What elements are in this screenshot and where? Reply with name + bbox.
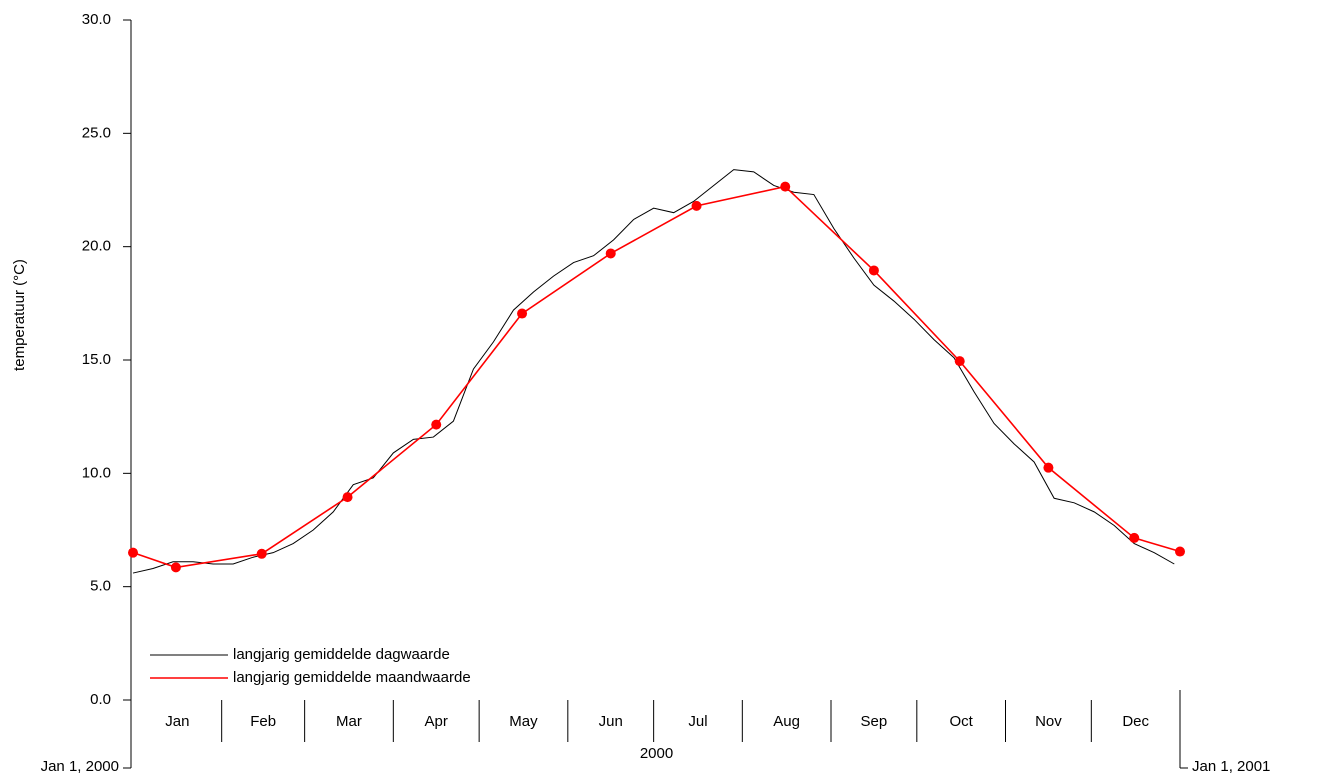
- data-point: [1043, 462, 1054, 473]
- data-point: [342, 492, 353, 503]
- month-label: Mar: [336, 713, 362, 730]
- y-tick-label: 15.0: [82, 351, 111, 368]
- month-label: Oct: [949, 713, 973, 730]
- data-point: [1129, 532, 1140, 543]
- data-point: [431, 419, 442, 430]
- month-label: May: [509, 713, 538, 730]
- year-label: 2000: [640, 745, 673, 762]
- data-point: [517, 308, 528, 319]
- y-tick-label: 20.0: [82, 238, 111, 255]
- month-label: Aug: [773, 713, 800, 730]
- month-label: Feb: [250, 713, 276, 730]
- month-label: Jun: [599, 713, 623, 730]
- month-label: Sep: [861, 713, 888, 730]
- series-line: [132, 169, 1175, 574]
- legend-label: langjarig gemiddelde maandwaarde: [233, 669, 471, 686]
- data-point: [954, 356, 965, 367]
- y-tick-label: 25.0: [82, 124, 111, 141]
- month-label: Jul: [688, 713, 707, 730]
- month-label: Dec: [1122, 713, 1149, 730]
- y-tick-label: 0.0: [90, 691, 111, 708]
- y-tick-label: 10.0: [82, 464, 111, 481]
- month-label: Apr: [425, 713, 448, 730]
- y-axis-title: temperatuur (°C): [11, 259, 28, 371]
- data-point: [868, 265, 879, 276]
- x-tick-label: Jan 1, 2001: [1192, 758, 1270, 775]
- y-tick-label: 30.0: [82, 11, 111, 28]
- data-point: [1175, 546, 1185, 557]
- y-tick-label: 5.0: [90, 578, 111, 595]
- data-point: [256, 548, 267, 559]
- data-point: [128, 547, 138, 558]
- month-label: Nov: [1035, 713, 1062, 730]
- legend-label: langjarig gemiddelde dagwaarde: [233, 646, 450, 663]
- data-point: [170, 562, 181, 573]
- data-point: [780, 181, 791, 192]
- data-point: [605, 248, 616, 259]
- data-point: [691, 200, 702, 211]
- month-label: Jan: [165, 713, 189, 730]
- series-line: [132, 185, 1181, 569]
- x-tick-label: Jan 1, 2000: [41, 758, 119, 775]
